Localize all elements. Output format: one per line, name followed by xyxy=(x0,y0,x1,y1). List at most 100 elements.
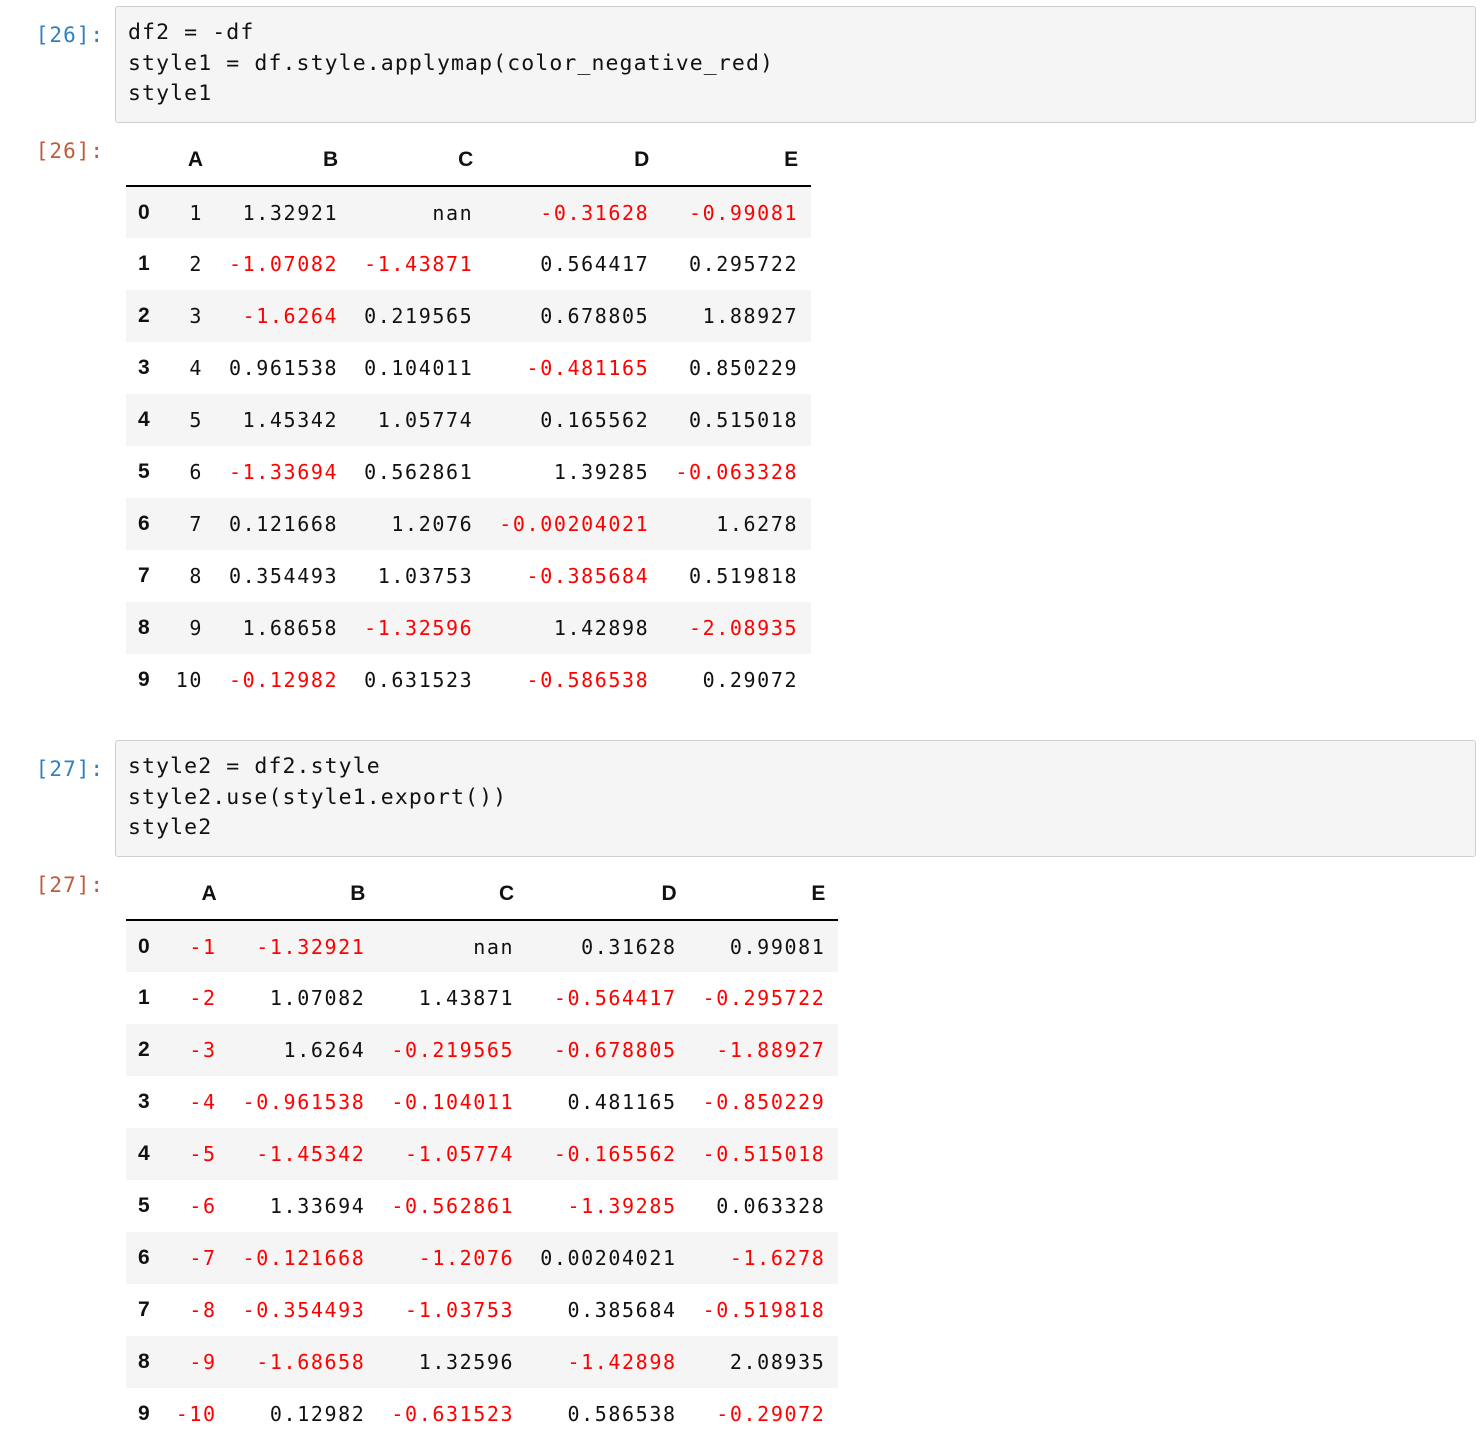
row-index-label: 2 xyxy=(138,304,150,327)
row-index-label: 8 xyxy=(138,616,150,639)
table-cell: 1.32921 xyxy=(242,200,339,225)
row-index-label: 0 xyxy=(138,934,150,958)
input-prompt: [26]: xyxy=(35,23,104,47)
code-line: style1 = df.style.applymap(color_negativ… xyxy=(128,50,775,76)
table-cell: 1.43871 xyxy=(418,986,515,1010)
table-cell: 0.104011 xyxy=(364,356,474,380)
column-header-b: B xyxy=(229,868,379,921)
table-cell: 0.12982 xyxy=(269,1402,366,1426)
table-cell: -6 xyxy=(189,1194,217,1218)
table-cell: 0.631523 xyxy=(364,668,474,692)
row-index-label: 9 xyxy=(138,1402,150,1425)
table-row: 0 1 1.32921 nan -0.31628 -0.99081 xyxy=(126,186,812,238)
table-cell: -1.05774 xyxy=(405,1142,515,1166)
table-cell: -8 xyxy=(189,1298,217,1322)
table-cell: -4 xyxy=(189,1090,217,1114)
column-header-d: D xyxy=(527,868,690,921)
table-cell: 0.295722 xyxy=(688,252,799,276)
code-line: df2 = -df xyxy=(128,20,255,45)
table-cell: 2 xyxy=(189,252,203,276)
table-row: 5 -6 1.33694 -0.562861 -1.39285 0.063328 xyxy=(126,1180,838,1232)
table-cell: 1.45342 xyxy=(242,408,339,432)
table-row: 8 9 1.68658 -1.32596 1.42898 -2.08935 xyxy=(126,602,812,654)
table-cell: -1 xyxy=(189,934,217,959)
table-cell: 1.42898 xyxy=(553,616,650,640)
code-cell-editor[interactable]: style2 = df2.style style2.use(style1.exp… xyxy=(115,740,1476,857)
table-row: 7 8 0.354493 1.03753 -0.385684 0.519818 xyxy=(126,550,811,602)
table-cell: 1.03753 xyxy=(377,564,474,588)
row-index-label: 6 xyxy=(138,1246,150,1269)
table-cell: 9 xyxy=(189,616,203,640)
table-cell: 7 xyxy=(189,512,203,536)
table-cell: 0.354493 xyxy=(228,564,339,588)
table-cell: 6 xyxy=(189,460,203,484)
table-row: 2 3 -1.6264 0.219565 0.678805 1.88927 xyxy=(126,290,812,342)
table-cell: 0.31628 xyxy=(581,934,677,959)
table-cell: 0.519818 xyxy=(688,564,799,588)
code-line: style2 = df2.style xyxy=(128,754,381,779)
table-cell: -0.385684 xyxy=(526,564,650,588)
table-row: 3 -4 -0.961538 -0.104011 0.481165 -0.850229 xyxy=(126,1076,838,1128)
table-cell: 1.39285 xyxy=(553,460,650,484)
row-index-label: 5 xyxy=(138,460,150,483)
output-prompt: [27]: xyxy=(35,873,104,897)
code-cell-editor[interactable]: df2 = -df style1 = df.style.applymap(col… xyxy=(115,6,1476,123)
table-cell: 3 xyxy=(189,304,203,328)
table-row: 3 4 0.961538 0.104011 -0.481165 0.850229 xyxy=(126,342,811,394)
table-row: 8 -9 -1.68658 1.32596 -1.42898 2.08935 xyxy=(126,1336,839,1388)
code-line: style2 xyxy=(128,815,213,840)
table-cell: 0.564417 xyxy=(540,252,650,276)
table-cell: -10 xyxy=(175,1402,217,1426)
table-cell: -0.519818 xyxy=(702,1298,826,1322)
table-cell: -1.07082 xyxy=(228,252,339,276)
table-cell: 2.08935 xyxy=(729,1350,826,1374)
table-cell: -1.2076 xyxy=(418,1246,515,1270)
table-cell: -1.88927 xyxy=(716,1038,826,1062)
table-row: 0 -1 -1.32921 nan 0.31628 0.99081 xyxy=(126,920,839,972)
column-header-a: A xyxy=(162,134,216,187)
table-row: 7 -8 -0.354493 -1.03753 0.385684 -0.519818 xyxy=(126,1284,838,1336)
table-cell: -2 xyxy=(189,986,217,1010)
row-index-label: 7 xyxy=(138,564,150,587)
table-cell: 0.481165 xyxy=(567,1090,677,1114)
table-cell: -1.6278 xyxy=(729,1246,826,1270)
table-cell: -1.42898 xyxy=(567,1350,677,1374)
code-line: style1 xyxy=(128,81,213,106)
column-header-c: C xyxy=(378,868,528,921)
table-cell: 0.063328 xyxy=(716,1194,826,1218)
table-cell: -1.43871 xyxy=(364,252,474,276)
table-cell: 0.678805 xyxy=(540,304,650,328)
table-cell: 1.07082 xyxy=(269,986,366,1010)
table-cell: -0.562861 xyxy=(391,1194,515,1218)
table-cell: 1.33694 xyxy=(269,1194,366,1218)
table-row: 6 -7 -0.121668 -1.2076 0.00204021 -1.6278 xyxy=(126,1232,839,1284)
row-index-label: 1 xyxy=(138,252,150,275)
table-cell: 1.2076 xyxy=(391,512,474,536)
column-header-e: E xyxy=(689,868,839,921)
table-cell: -0.850229 xyxy=(702,1090,826,1114)
table-cell: 0.99081 xyxy=(729,934,826,959)
row-index-label: 8 xyxy=(138,1350,150,1373)
table-row: 5 6 -1.33694 0.562861 1.39285 -0.063328 xyxy=(126,446,811,498)
table-row: 2 -3 1.6264 -0.219565 -0.678805 -1.88927 xyxy=(126,1024,839,1076)
table-cell: -9 xyxy=(189,1350,217,1374)
column-header-d: D xyxy=(486,134,663,187)
row-index-label: 9 xyxy=(138,668,150,691)
table-cell: -0.354493 xyxy=(242,1298,366,1322)
table-cell: 1 xyxy=(189,200,203,225)
index-header xyxy=(126,868,163,921)
table-cell: -0.564417 xyxy=(553,986,677,1010)
index-header xyxy=(126,134,163,187)
table-cell: 10 xyxy=(175,668,203,692)
table-cell: -2.08935 xyxy=(688,616,799,640)
input-prompt: [27]: xyxy=(35,757,104,781)
table-cell: 0.586538 xyxy=(567,1402,677,1426)
row-index-label: 1 xyxy=(138,986,150,1009)
table-row: 1 -2 1.07082 1.43871 -0.564417 -0.295722 xyxy=(126,972,838,1024)
table-cell: -0.631523 xyxy=(391,1402,515,1426)
table-cell: 1.68658 xyxy=(242,616,339,640)
table-cell: -1.6264 xyxy=(242,304,339,328)
row-index-label: 0 xyxy=(138,200,150,224)
table-cell: 1.05774 xyxy=(377,408,474,432)
